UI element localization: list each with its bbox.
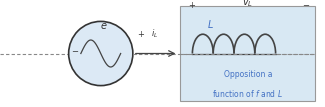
Text: −: −: [302, 1, 309, 10]
Text: +: +: [137, 30, 144, 39]
Text: Opposition a: Opposition a: [224, 70, 272, 79]
Text: $v_L$: $v_L$: [242, 0, 254, 9]
Text: −: −: [71, 47, 78, 56]
Text: +: +: [188, 1, 195, 10]
Text: function of $f$ and $L$: function of $f$ and $L$: [212, 88, 283, 99]
Text: $i_L$: $i_L$: [150, 28, 158, 40]
Bar: [180, 6, 315, 101]
Text: e: e: [101, 21, 107, 31]
Circle shape: [69, 21, 133, 86]
Text: $L$: $L$: [207, 18, 214, 30]
